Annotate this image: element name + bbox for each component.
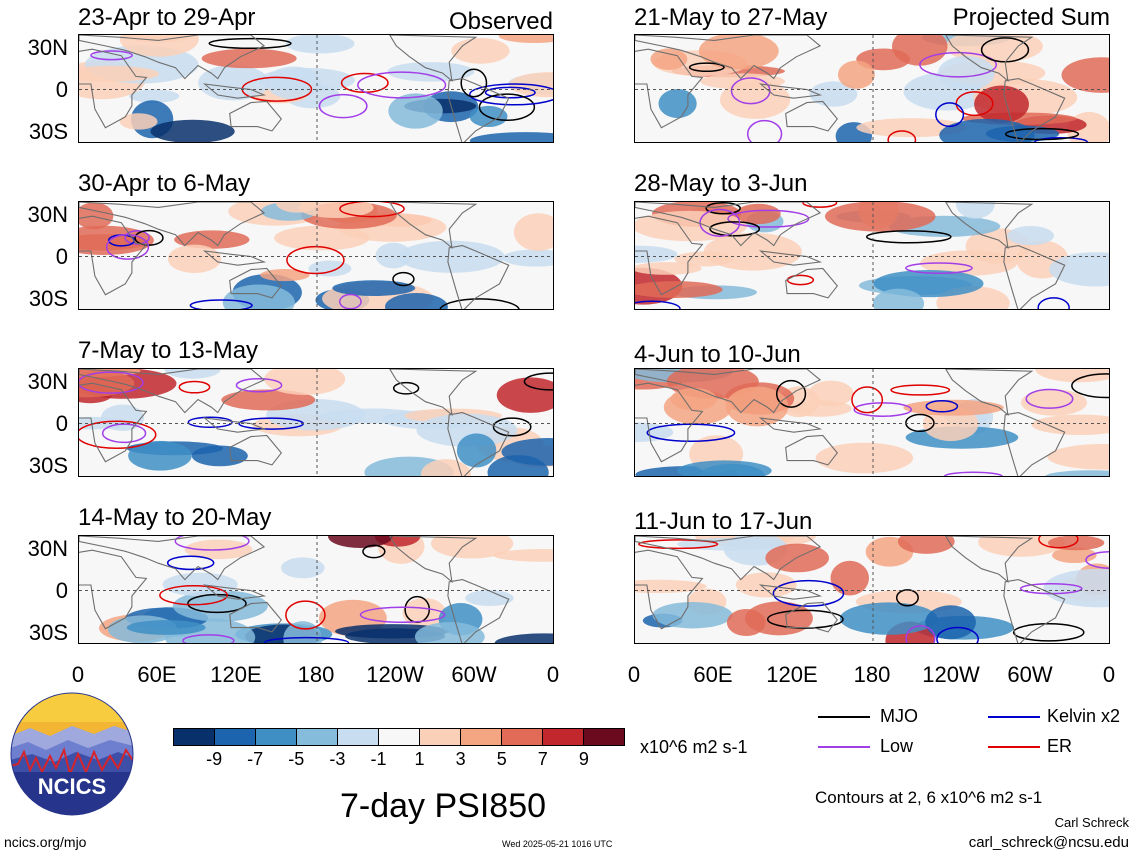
colorbar-tick-label: -5 [288,749,305,769]
lat-30n: 30N [27,35,68,60]
map-right-4 [634,535,1110,644]
panel-title: 28-May to 3-Jun [634,170,808,197]
lat-30n: 30N [27,536,68,561]
colorbar-tick-label: 9 [578,749,589,769]
lon-label: 120W [366,662,424,687]
lat-0: 0 [55,411,68,436]
main-title: 7-day PSI850 [340,787,547,825]
lat-30n: 30N [27,202,68,227]
colorbar-swatch [214,729,255,745]
map-left-2 [78,201,554,310]
lon-label: 60E [693,662,733,687]
colorbar-tick-label: -3 [329,749,346,769]
colorbar-swatch [419,729,460,745]
colorbar-tick-label: -7 [247,749,264,769]
logo-text: NCICS [38,774,106,799]
panel-tag: Observed [448,8,553,35]
lon-label: 0 [546,662,560,687]
map-left-1 [78,34,554,143]
lat-30s: 30S [28,620,68,645]
colorbar-swatch [501,729,542,745]
panel-title: 30-Apr to 6-May [78,170,251,197]
panel-title: 11-Jun to 17-Jun [634,508,813,535]
map-right-2 [634,201,1110,310]
panel-title: 4-Jun to 10-Jun [634,341,801,368]
author: Carl Schreck [1054,815,1129,830]
lon-label: 60W [1007,662,1053,687]
panel-title: 21-May to 27-May [634,4,828,31]
panel-title: 14-May to 20-May [78,504,272,531]
legend-label-mjo: MJO [880,706,918,726]
lat-0: 0 [55,77,68,102]
colorbar-swatch [378,729,419,745]
colorbar-tick-label: -1 [370,749,387,769]
timestamp: Wed 2025-05-21 1016 UTC [502,839,613,849]
colorbar-tick-label: 3 [455,749,466,769]
lon-label: 0 [71,662,85,687]
colorbar-tick-label: -9 [206,749,223,769]
lon-label: 120W [922,662,980,687]
panel-title: 23-Apr to 29-Apr [78,4,256,31]
colorbar [173,728,625,746]
panel-title: 7-May to 13-May [78,337,259,364]
lat-30s: 30S [28,453,68,478]
colorbar-units: x10^6 m2 s-1 [640,737,748,757]
map-left-3 [78,368,554,477]
lon-label: 180 [853,662,891,687]
colorbar-swatch [460,729,501,745]
colorbar-swatch [337,729,378,745]
colorbar-swatch [542,729,583,745]
lon-label: 120E [766,662,818,687]
lon-label: 180 [297,662,335,687]
lon-label: 60E [137,662,177,687]
legend-label-kelvin: Kelvin x2 [1047,706,1121,726]
legend-swatch-low [818,746,870,748]
map-right-1 [634,34,1110,143]
lat-0: 0 [55,244,68,269]
lat-30s: 30S [28,286,68,311]
lon-label: 0 [627,662,641,687]
map-right-3 [634,368,1110,477]
contours-note: Contours at 2, 6 x10^6 m2 s-1 [815,788,1043,807]
legend-swatch-mjo [818,716,870,718]
map-left-4 [78,535,554,644]
legend-swatch-er [988,746,1040,748]
lon-label: 120E [210,662,262,687]
colorbar-tick-label: 5 [496,749,507,769]
legend-swatch-kelvin [988,716,1040,718]
lat-30s: 30S [28,119,68,144]
legend-label-low: Low [880,736,914,756]
colorbar-tick-label: 7 [537,749,548,769]
lon-label: 60W [451,662,497,687]
colorbar-swatch [174,729,214,745]
site-link[interactable]: ncics.org/mjo [4,834,87,850]
lat-0: 0 [55,578,68,603]
colorbar-tick-label: 1 [414,749,425,769]
lat-30n: 30N [27,369,68,394]
lon-label: 0 [1102,662,1116,687]
ncics-logo-icon: NCICS [10,692,134,816]
colorbar-swatch [296,729,337,745]
colorbar-swatch [583,729,624,745]
panel-tag: Projected Sum [952,4,1110,31]
legend-label-er: ER [1047,736,1073,756]
ncics-logo: NCICS [10,692,134,816]
author-email[interactable]: carl_schreck@ncsu.edu [968,834,1129,851]
colorbar-swatch [255,729,296,745]
